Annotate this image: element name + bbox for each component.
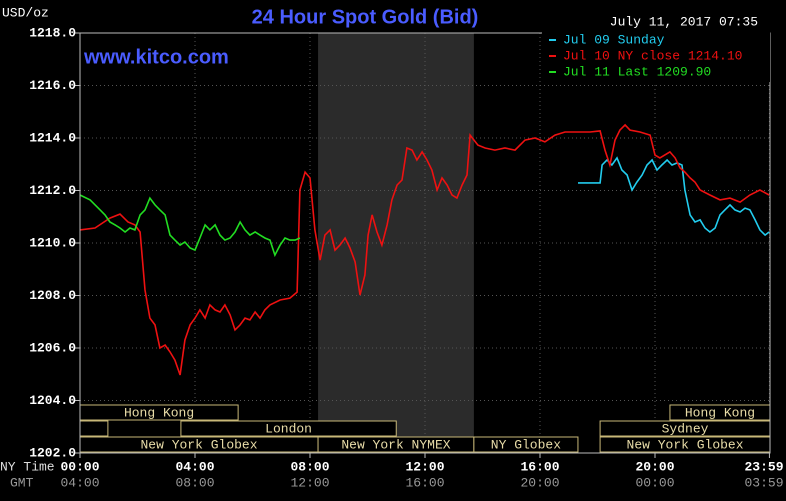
x-tick-label: 23:59 <box>744 459 783 474</box>
plot-frame <box>79 32 771 454</box>
x2-row-label: GMT <box>10 475 34 490</box>
y-tick-label: 1210.0 <box>29 235 76 250</box>
y-tick-label: 1214.0 <box>29 130 76 145</box>
series-line <box>79 194 301 258</box>
y-tick-label: 1212.0 <box>29 183 76 198</box>
source: www.kitco.com <box>83 46 229 68</box>
session-label: Sydney <box>662 421 709 436</box>
x2-tick-label: 16:00 <box>405 475 444 490</box>
y-tick-label: 1218.0 <box>29 25 76 40</box>
x2-tick-label: 20:00 <box>520 475 559 490</box>
x-tick-label: 20:00 <box>635 459 674 474</box>
session-label: Hong Kong <box>685 405 755 420</box>
x2-tick-label: 04:00 <box>60 475 99 490</box>
series-line <box>79 123 770 376</box>
x2-tick-label: 08:00 <box>175 475 214 490</box>
session-label: New York NYMEX <box>341 437 450 452</box>
y-tick-label: 1204.0 <box>29 393 76 408</box>
units: USD/oz <box>2 5 49 20</box>
x-tick-label: 04:00 <box>175 459 214 474</box>
chart-title: 24 Hour Spot Gold (Bid) <box>252 6 479 28</box>
x-tick-label: 08:00 <box>290 459 329 474</box>
x-tick-label: 16:00 <box>520 459 559 474</box>
x-tick-label: 00:00 <box>60 459 99 474</box>
session-label: New York Globex <box>627 437 744 452</box>
session-label: Hong Kong <box>124 405 194 420</box>
legend-label: Jul 09 Sunday <box>563 32 665 47</box>
y-tick-label: 1206.0 <box>29 340 76 355</box>
session-label: London <box>265 421 312 436</box>
x-tick-label: 12:00 <box>405 459 444 474</box>
legend-label: Jul 11 Last 1209.90 <box>563 64 711 79</box>
lines-layer <box>79 123 770 376</box>
y-tick-label: 1216.0 <box>29 78 76 93</box>
y-tick-label: 1202.0 <box>29 445 76 460</box>
timestamp: July 11, 2017 07:35 <box>610 14 758 29</box>
session-label: NY Globex <box>491 437 561 452</box>
legend-box <box>542 32 770 82</box>
session-box <box>473 436 579 453</box>
labels-layer: USD/oz 24 Hour Spot Gold (Bid) July 11, … <box>0 5 784 490</box>
session-box <box>180 420 397 437</box>
x2-tick-label: 12:00 <box>290 475 329 490</box>
session-box <box>79 420 109 437</box>
x2-tick-label: 00:00 <box>635 475 674 490</box>
series-line <box>578 156 770 237</box>
session-label: New York Globex <box>141 437 258 452</box>
x2-tick-label: 03:59 <box>744 475 783 490</box>
legend-label: Jul 10 NY close 1214.10 <box>563 48 742 63</box>
x-row-label: NY Time <box>0 459 55 474</box>
y-tick-label: 1208.0 <box>29 288 76 303</box>
